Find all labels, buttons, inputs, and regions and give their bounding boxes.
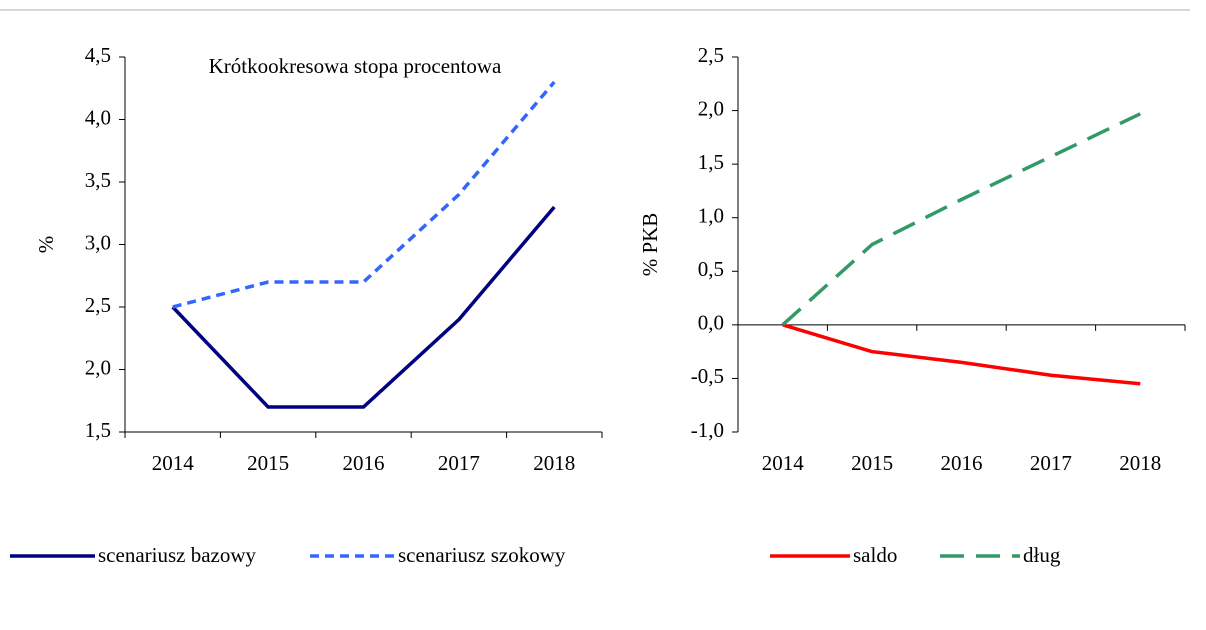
x-tick-label: 2016	[941, 451, 983, 475]
legend-label: scenariusz bazowy	[98, 543, 257, 567]
y-tick-label: 4,5	[85, 43, 111, 67]
y-tick-label: 2,5	[698, 43, 724, 67]
series-line	[782, 323, 1141, 386]
y-tick-label: 1,5	[698, 150, 724, 174]
y-axis-label: %	[34, 236, 58, 254]
x-tick-label: 2015	[247, 451, 289, 475]
y-tick-label: -0,5	[691, 364, 724, 388]
y-tick-label: 1,0	[698, 204, 724, 228]
x-tick-label: 2017	[438, 451, 480, 475]
y-tick-label: 0,0	[698, 311, 724, 335]
y-axis-label: % PKB	[638, 213, 662, 277]
x-tick-label: 2014	[762, 451, 805, 475]
chart-title: Krótkookresowa stopa procentowa	[209, 54, 502, 78]
x-tick-label: 2018	[1119, 451, 1161, 475]
series-line	[171, 205, 556, 409]
y-tick-label: 0,5	[698, 257, 724, 281]
y-tick-label: 1,5	[85, 418, 111, 442]
x-tick-label: 2016	[343, 451, 385, 475]
series-line	[781, 112, 1142, 327]
y-tick-label: -1,0	[691, 418, 724, 442]
legend-label: dług	[1023, 543, 1061, 567]
series-line	[172, 80, 556, 309]
y-tick-label: 4,0	[85, 105, 111, 129]
y-tick-label: 3,5	[85, 168, 111, 192]
legend-label: scenariusz szokowy	[398, 543, 566, 567]
y-tick-label: 3,0	[85, 230, 111, 254]
legend-label: saldo	[853, 543, 897, 567]
y-tick-label: 2,5	[85, 293, 111, 317]
y-tick-label: 2,0	[85, 355, 111, 379]
x-tick-label: 2014	[152, 451, 195, 475]
x-tick-label: 2018	[533, 451, 575, 475]
x-tick-label: 2015	[851, 451, 893, 475]
y-tick-label: 2,0	[698, 96, 724, 120]
x-tick-label: 2017	[1030, 451, 1072, 475]
